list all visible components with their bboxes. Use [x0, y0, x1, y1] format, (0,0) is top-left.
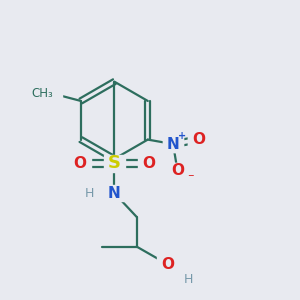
Bar [188, 131, 209, 148]
Bar [163, 136, 184, 152]
Text: CH₃: CH₃ [31, 87, 52, 100]
Text: N: N [108, 186, 121, 201]
Text: S: S [108, 154, 121, 172]
Bar [104, 185, 125, 201]
Text: O: O [161, 257, 174, 272]
Bar [163, 136, 184, 152]
Bar [158, 256, 178, 273]
Text: +: + [178, 131, 186, 141]
Bar [32, 86, 62, 101]
Text: O: O [192, 132, 205, 147]
Text: H: H [184, 273, 193, 286]
Bar [104, 155, 125, 172]
Bar [79, 185, 100, 201]
Text: ⁻: ⁻ [187, 172, 193, 185]
Bar [167, 163, 189, 179]
Text: O: O [142, 156, 155, 171]
Text: N: N [167, 136, 179, 152]
Text: H: H [84, 187, 94, 200]
Bar [178, 271, 199, 287]
Bar [167, 163, 188, 179]
Bar [70, 155, 91, 172]
Bar [138, 155, 159, 172]
Text: O: O [74, 156, 87, 171]
Bar [188, 131, 209, 148]
Text: O: O [171, 163, 184, 178]
